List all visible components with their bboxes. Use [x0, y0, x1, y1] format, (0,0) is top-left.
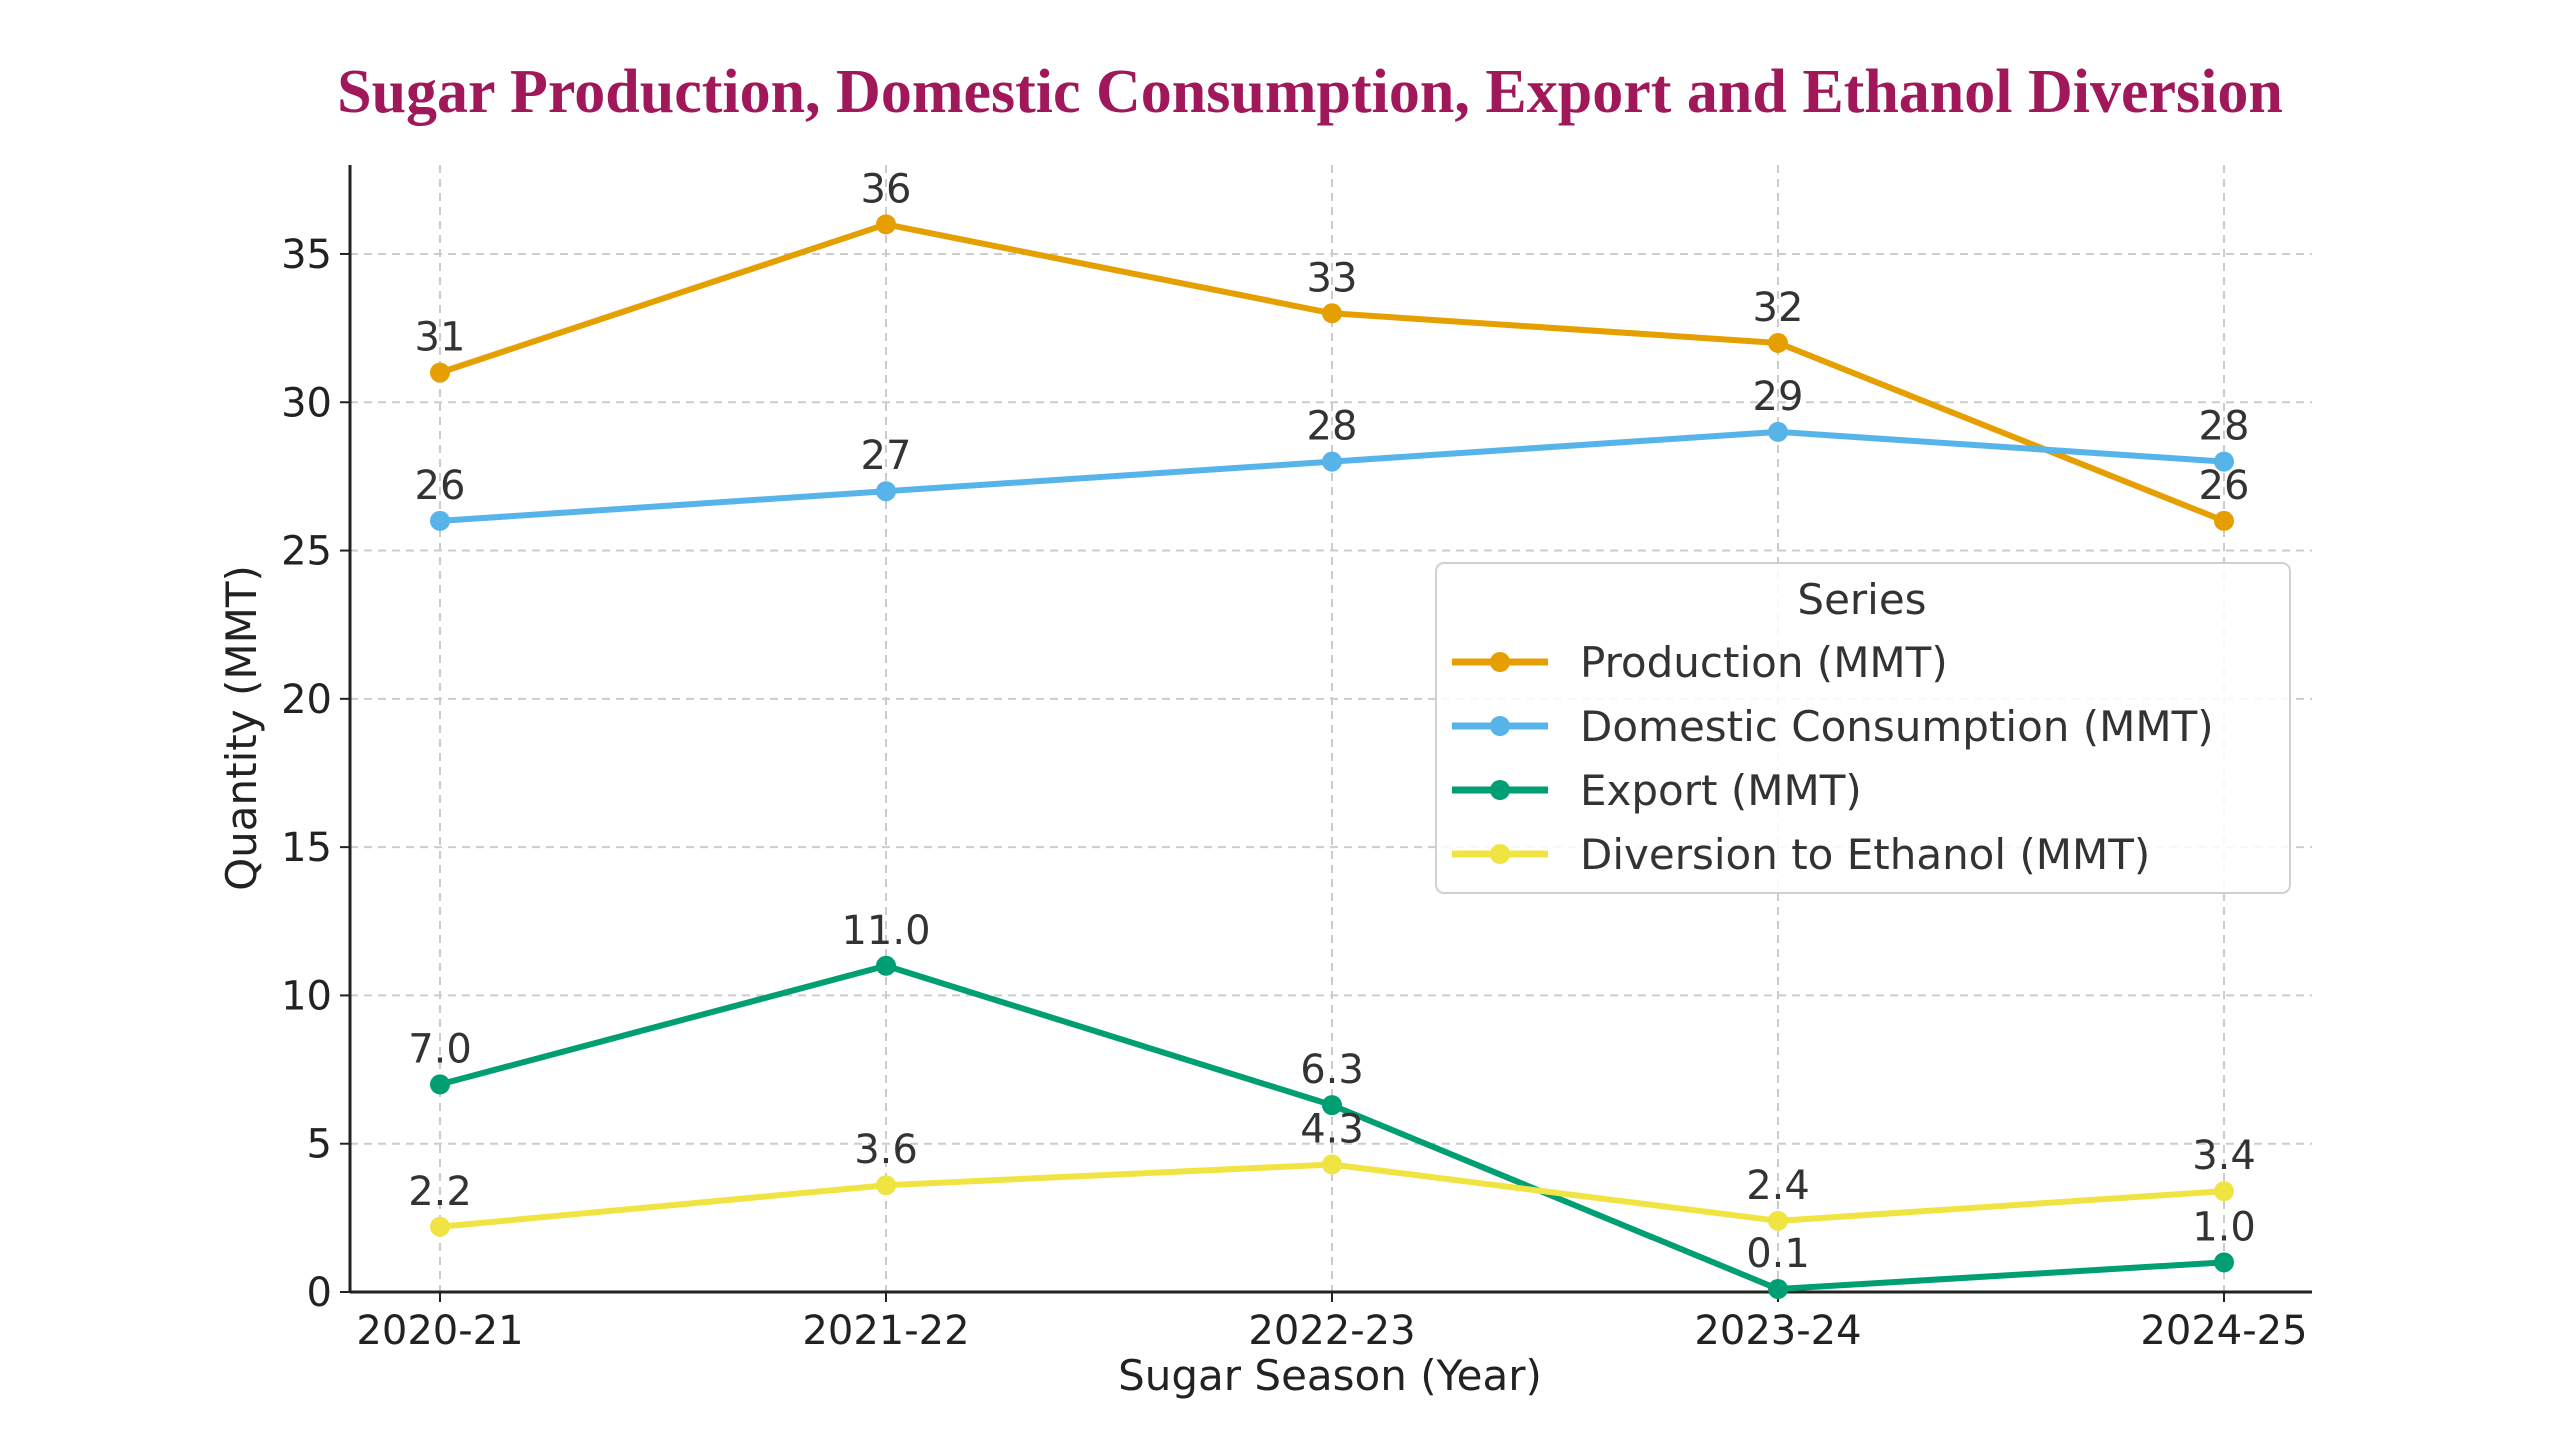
x-tick-label: 2020-21 [356, 1308, 523, 1354]
series-lines [430, 214, 2234, 1300]
data-point [1322, 451, 1342, 472]
data-label: 28 [1307, 404, 1358, 450]
legend-label: Diversion to Ethanol (MMT) [1580, 830, 2150, 879]
data-label: 0.1 [1746, 1231, 1810, 1277]
y-axis-label: Quantity (MMT) [217, 565, 266, 891]
data-point [430, 1216, 450, 1237]
data-labels: 31 36 33 32 26 26 27 28 29 28 7.0 11.0 6.3 0.1 1.0 2.2 3… [408, 166, 2256, 1277]
legend-marker-swatch [1490, 652, 1510, 672]
data-label: 3.6 [854, 1127, 918, 1173]
data-label: 33 [1307, 255, 1358, 301]
data-label: 27 [861, 433, 912, 479]
series-diversion-to-ethanol-mmt [430, 1154, 2234, 1237]
y-tick-label: 35 [281, 232, 332, 278]
x-tick-label: 2021-22 [802, 1308, 969, 1354]
legend-item: Export (MMT) [1452, 766, 1862, 815]
data-label: 32 [1753, 285, 1804, 331]
data-point [430, 510, 450, 531]
y-tick-label: 25 [281, 529, 332, 575]
data-label: 3.4 [2192, 1133, 2256, 1179]
data-label: 6.3 [1300, 1047, 1364, 1093]
data-point [1322, 1095, 1342, 1116]
y-tick-label: 5 [307, 1122, 332, 1168]
legend-title: Series [1797, 575, 1926, 624]
data-point [1768, 1279, 1788, 1300]
x-tick-label: 2023-24 [1694, 1308, 1861, 1354]
data-label: 11.0 [841, 908, 930, 954]
data-point [1768, 1210, 1788, 1231]
grid [350, 165, 2312, 1292]
data-label: 36 [861, 166, 912, 212]
data-point [430, 362, 450, 383]
legend: Series Production (MMT) Domestic Consumpt… [1435, 562, 2291, 894]
x-tick-label: 2022-23 [1248, 1308, 1415, 1354]
data-point [1768, 332, 1788, 353]
legend-label: Export (MMT) [1580, 766, 1862, 815]
data-point [876, 955, 896, 976]
x-axis-label: Sugar Season (Year) [1118, 1351, 1542, 1400]
legend-marker-swatch [1490, 844, 1510, 864]
data-label: 26 [415, 463, 466, 509]
data-label: 1.0 [2192, 1204, 2256, 1250]
legend-item: Domestic Consumption (MMT) [1452, 702, 2214, 751]
data-point [1768, 421, 1788, 442]
x-tick-label: 2024-25 [2140, 1308, 2307, 1354]
data-point [2214, 451, 2234, 472]
legend-label: Production (MMT) [1580, 638, 1948, 687]
series-export-mmt [430, 955, 2234, 1300]
data-label: 29 [1753, 374, 1804, 420]
data-point [2214, 510, 2234, 531]
legend-label: Domestic Consumption (MMT) [1580, 702, 2214, 751]
y-tick-label: 20 [281, 677, 332, 723]
legend-item: Diversion to Ethanol (MMT) [1452, 830, 2150, 879]
y-tick-label: 10 [281, 973, 332, 1019]
legend-marker-swatch [1490, 780, 1510, 800]
data-label: 7.0 [408, 1026, 472, 1072]
data-point [876, 214, 896, 235]
series-production-mmt [430, 214, 2234, 531]
y-tick-label: 30 [281, 380, 332, 426]
y-tick-label: 0 [307, 1270, 332, 1316]
data-label: 2.2 [408, 1169, 472, 1215]
data-point [876, 481, 896, 502]
data-label: 31 [415, 315, 466, 361]
data-label: 26 [2199, 463, 2250, 509]
chart-title: Sugar Production, Domestic Consumption, … [337, 58, 2283, 126]
axes: 0 5 10 15 20 25 30 35 2020-21 2021-22 2022-23 2023-… [281, 165, 2312, 1354]
data-point [2214, 1181, 2234, 1202]
data-point [430, 1074, 450, 1095]
data-label: 2.4 [1746, 1163, 1810, 1209]
legend-marker-swatch [1490, 716, 1510, 736]
series-domestic-consumption-mmt [430, 421, 2234, 531]
data-point [876, 1175, 896, 1196]
data-point [1322, 303, 1342, 324]
data-point [1322, 1154, 1342, 1175]
legend-box [1435, 562, 2291, 894]
y-tick-label: 15 [281, 825, 332, 871]
data-label: 4.3 [1300, 1106, 1364, 1152]
legend-item: Production (MMT) [1452, 638, 1948, 687]
data-point [2214, 1252, 2234, 1273]
data-label: 28 [2199, 404, 2250, 450]
